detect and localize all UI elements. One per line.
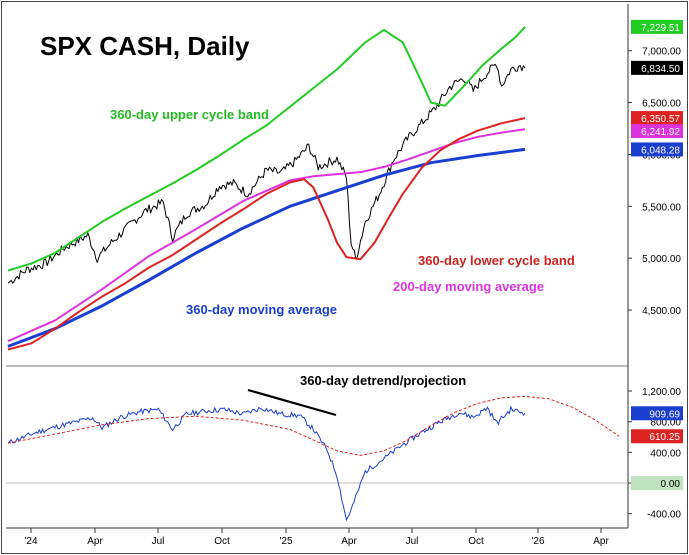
upper-price-panel [7,26,526,351]
lower-detrend-panel [6,395,628,522]
x-tick-label: Apr [341,536,357,547]
last-value-label-lower_band: 6,350.57 [641,114,680,125]
series-line-price [7,63,526,284]
ma360-annotation: 360-day moving average [186,302,337,317]
last-value-tag-upper_band [631,19,683,34]
x-axis: '24 Apr Jul Oct '25 Apr Jul Oct '26 Apr [24,528,609,547]
series-line-ma200 [7,128,526,343]
x-tick-label: Oct [214,536,230,547]
lower-y-tick-label: -400.00 [647,510,681,521]
chart-title: SPX CASH, Daily [40,31,250,61]
upper-y-tick-label: 7,000.00 [642,47,681,58]
x-tick-label: Apr [87,536,103,547]
x-tick-label: '24 [24,536,37,547]
series-line-lower_band [7,117,526,351]
last-value-tag-ma200 [631,124,683,139]
last-value-tag-projection [631,429,683,444]
lower-y-tick-label: 1,200.00 [642,387,681,398]
last-value-label-ma360: 6,048.28 [641,145,680,156]
last-value-tag-detrend [631,406,683,421]
last-value-label-zero: 0.00 [661,479,681,490]
x-tick-label: '25 [279,536,292,547]
last-value-tag-ma360 [631,142,683,157]
last-value-tags: 7,229.51 6,834.50 6,350.57 6,241.92 6,048.28… [631,19,683,491]
last-value-label-ma200: 6,241.92 [641,127,680,138]
upper-y-tick-label: 5,000.00 [642,254,681,265]
x-tick-label: Apr [593,536,609,547]
last-value-label-upper_band: 7,229.51 [641,23,680,34]
x-tick-label: '26 [531,536,544,547]
upper-y-tick-label: 6,500.00 [642,99,681,110]
last-value-label-projection: 610.25 [649,432,680,443]
x-tick-label: Jul [406,536,419,547]
lower-band-annotation: 360-day lower cycle band [418,253,575,268]
last-value-tag-zero [631,476,683,491]
series-line-detrend [7,405,526,522]
upper-y-tick-label: 5,500.00 [642,202,681,213]
series-line-ma360 [7,147,526,348]
upper-band-annotation: 360-day upper cycle band [110,107,269,122]
lower-y-tick-label: 800.00 [650,418,681,429]
last-value-tag-price [631,60,683,75]
upper-y-tick-label: 4,500.00 [642,306,681,317]
lower-y-tick-label: 400.00 [650,448,681,459]
last-value-tag-lower_band [631,111,683,126]
last-value-label-price: 6,834.50 [641,64,680,75]
series-line-upper_band [7,26,526,272]
detrend-annotation: 360-day detrend/projection [300,373,466,388]
topping-trendline [247,388,337,417]
last-value-label-detrend: 909.69 [649,409,680,420]
x-tick-label: Oct [468,536,484,547]
ma200-annotation: 200-day moving average [393,279,544,294]
x-tick-label: Jul [152,536,165,547]
